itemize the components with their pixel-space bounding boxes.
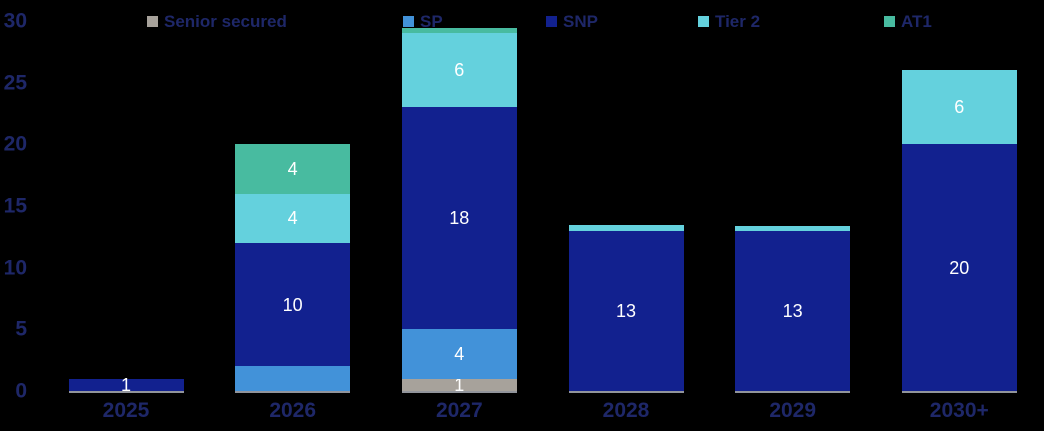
legend-item-sp[interactable]: SP	[403, 13, 443, 30]
bar-segment-2027-at1[interactable]	[401, 28, 517, 34]
x-axis-label-2026: 2026	[269, 399, 317, 422]
segment-value-label: 1	[454, 374, 465, 395]
bar-2027: 1 4 18 6	[401, 28, 517, 395]
bar-segment-2029-tier-2[interactable]	[735, 225, 851, 231]
bar-segment-2030+-tier-2[interactable]: 6	[901, 70, 1017, 145]
segment-value-label: 18	[449, 208, 470, 229]
bar-2029: 13	[735, 225, 851, 394]
x-axis-label-2027: 2027	[435, 399, 483, 422]
segment-value-label: 13	[615, 300, 637, 321]
x-axis-label-2028: 2028	[602, 399, 650, 422]
bar-segment-2026-sp[interactable]	[235, 366, 351, 391]
y-tick-label-0: 0	[15, 379, 27, 403]
bar-2028: 13	[568, 224, 684, 394]
segment-value-label: 6	[954, 97, 965, 118]
legend-label: SP	[420, 12, 443, 31]
bar-2030+: 20 6	[901, 70, 1017, 393]
legend-label: Senior secured	[164, 12, 287, 31]
legend-label: SNP	[563, 12, 598, 31]
y-tick-label-25: 25	[3, 71, 27, 95]
legend-item-tier-2[interactable]: Tier 2	[698, 13, 760, 30]
legend-swatch-icon	[147, 16, 158, 27]
segment-value-label: 4	[454, 344, 465, 364]
y-tick-label-5: 5	[15, 317, 27, 341]
bar-segment-2026-snp[interactable]: 10	[235, 243, 351, 367]
segment-value-label: 6	[454, 60, 465, 81]
bar-segment-2027-tier-2[interactable]: 6	[401, 33, 517, 108]
legend-swatch-icon	[546, 16, 557, 27]
bar-segment-2026-tier-2[interactable]: 4	[235, 193, 351, 244]
bar-2026: 10 4 4	[235, 144, 351, 393]
segment-value-label: 13	[782, 300, 803, 321]
bar-segment-2027-senior-secured[interactable]: 1	[401, 374, 517, 395]
y-tick-label-30: 30	[3, 9, 27, 33]
y-tick-label-15: 15	[3, 194, 27, 218]
legend-swatch-icon	[698, 16, 709, 27]
segment-value-label: 20	[949, 257, 970, 278]
legend-item-snp[interactable]: SNP	[546, 13, 598, 30]
legend-swatch-icon	[884, 16, 895, 27]
x-axis-label-2025: 2025	[102, 399, 150, 422]
x-axis-label-2029: 2029	[769, 399, 817, 422]
segment-value-label: 4	[287, 208, 298, 229]
bar-2025: 1	[68, 374, 184, 395]
segment-value-label: 4	[287, 159, 298, 180]
segment-value-label: 10	[282, 294, 303, 315]
bar-segment-2030+-snp[interactable]: 20	[901, 144, 1017, 391]
legend-swatch-icon	[403, 16, 414, 27]
x-axis-label-2030+: 2030+	[929, 399, 989, 422]
segment-value-label: 1	[120, 374, 131, 395]
bar-segment-2027-sp[interactable]: 4	[401, 329, 517, 379]
legend-label: Tier 2	[715, 12, 761, 31]
bar-segment-2025-snp[interactable]: 1	[68, 374, 184, 395]
legend-label: AT1	[901, 12, 932, 31]
bar-segment-2029-snp[interactable]: 13	[735, 230, 851, 391]
legend-item-at1[interactable]: AT1	[884, 13, 932, 30]
y-tick-label-20: 20	[3, 132, 27, 156]
bar-segment-2028-snp[interactable]: 13	[568, 230, 684, 391]
y-tick-label-10: 10	[3, 256, 27, 280]
bar-segment-2027-snp[interactable]: 18	[401, 107, 517, 330]
bar-segment-2028-tier-2[interactable]	[568, 224, 684, 231]
legend-item-senior-secured[interactable]: Senior secured	[147, 13, 287, 30]
bar-segment-2026-at1[interactable]: 4	[235, 144, 351, 194]
